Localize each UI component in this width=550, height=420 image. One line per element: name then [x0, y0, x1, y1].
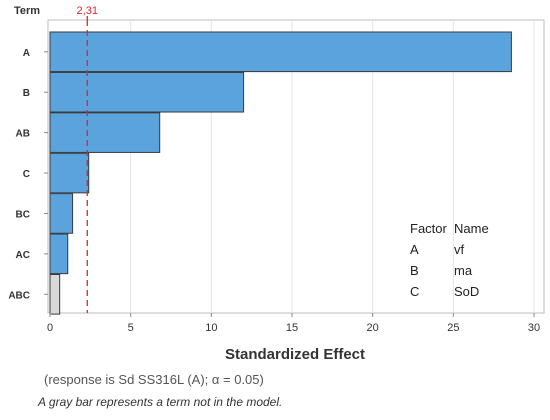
- x-tick-label: 30: [528, 322, 540, 334]
- legend-factor: C: [410, 284, 420, 299]
- x-tick-label: 5: [128, 322, 134, 334]
- reference-line-label: 2,31: [77, 5, 98, 17]
- legend-header-factor: Factor: [410, 221, 447, 236]
- bar-b: [49, 71, 245, 113]
- legend-name: ma: [454, 263, 473, 278]
- y-axis-label: Term: [14, 5, 40, 17]
- x-tick-label: 25: [447, 322, 459, 334]
- y-tick-label: A: [23, 48, 30, 59]
- y-tick-label: BC: [16, 209, 30, 220]
- bar-abc: [49, 273, 61, 315]
- bar-ac: [49, 233, 69, 275]
- y-tick-label: AB: [16, 129, 30, 140]
- bar-ab: [49, 112, 161, 153]
- x-tick-label: 10: [205, 322, 217, 334]
- legend-factor: A: [410, 242, 419, 257]
- y-tick-label: B: [23, 88, 30, 99]
- legend-row: A vf: [410, 239, 514, 260]
- legend-row: B ma: [410, 260, 514, 281]
- chart-footnote: A gray bar represents a term not in the …: [38, 395, 283, 409]
- legend-row: C SoD: [410, 281, 514, 302]
- bar-c: [49, 152, 90, 194]
- y-tick-label: AC: [16, 250, 30, 261]
- legend-header-name: Name: [454, 221, 489, 236]
- y-tick-label: ABC: [8, 290, 30, 301]
- legend-header-row: Factor Name: [410, 218, 514, 239]
- chart-subtitle: (response is Sd SS316L (A); α = 0.05): [44, 372, 264, 387]
- bar-a: [49, 31, 512, 73]
- legend-name: vf: [454, 242, 465, 257]
- factor-legend: Factor Name A vf B ma C SoD: [410, 218, 514, 302]
- legend-factor: B: [410, 263, 419, 278]
- legend-name: SoD: [454, 284, 480, 299]
- x-axis-title: Standardized Effect: [224, 346, 366, 363]
- y-tick-label: C: [23, 169, 30, 180]
- bar-bc: [49, 193, 74, 234]
- x-tick-label: 20: [367, 322, 379, 334]
- x-tick-label: 0: [47, 322, 53, 334]
- x-tick-label: 15: [286, 322, 298, 334]
